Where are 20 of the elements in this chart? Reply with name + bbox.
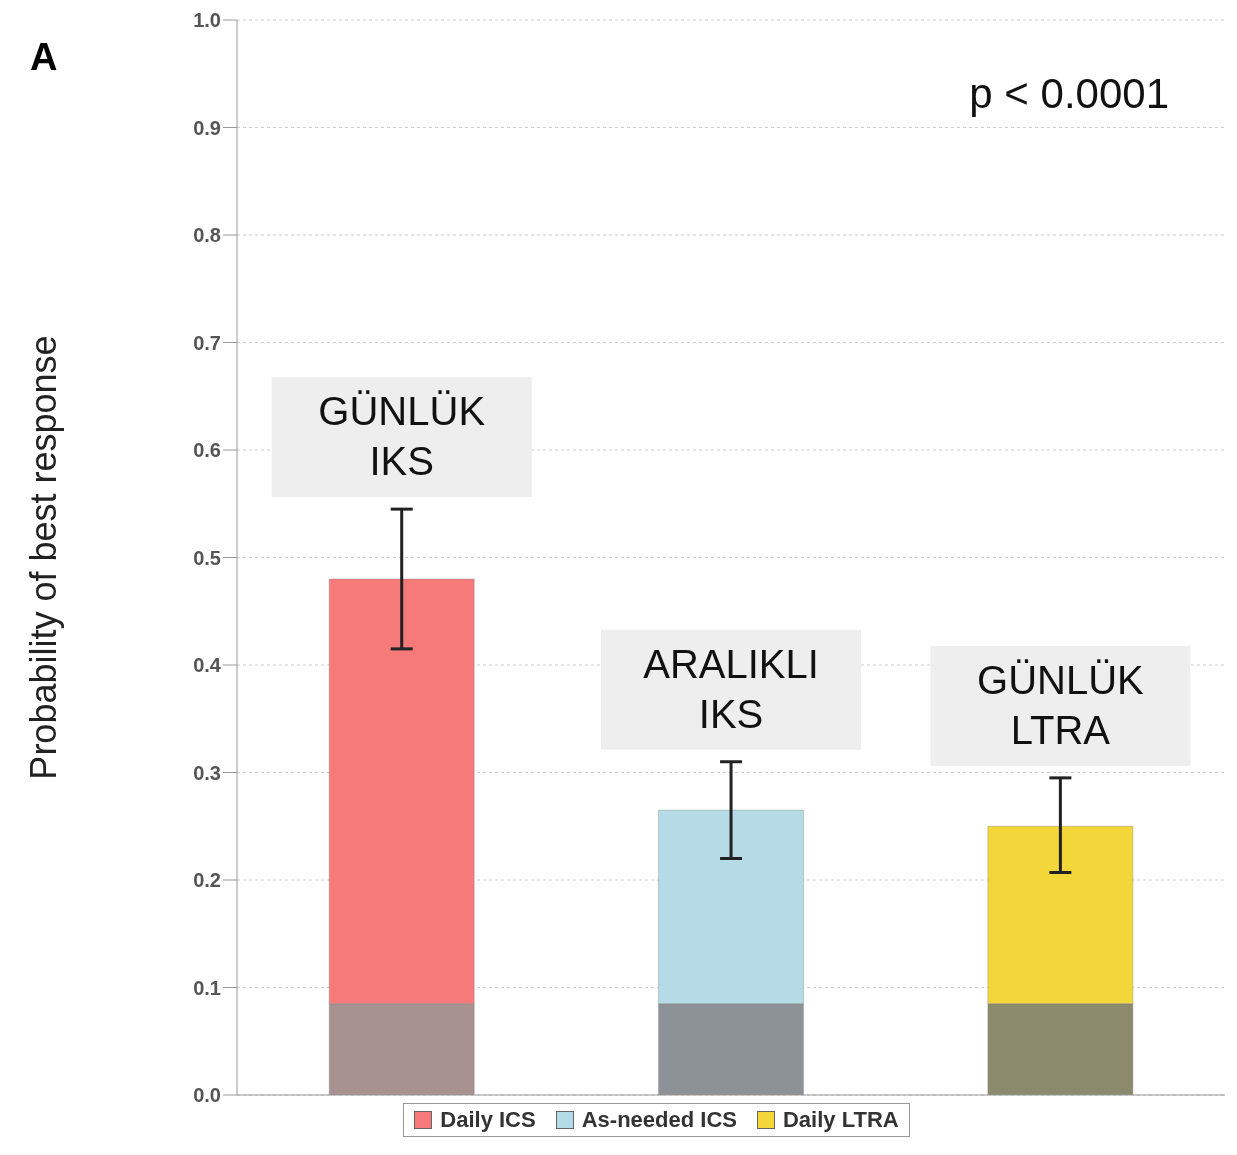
annotation: GÜNLÜK IKS — [318, 389, 486, 484]
y-tick-label: 0.2 — [193, 869, 221, 892]
y-tick-label: 0.0 — [193, 1084, 221, 1107]
annotation: p < 0.0001 — [969, 70, 1169, 118]
y-tick-label: 0.9 — [193, 116, 221, 139]
annotation: ARALIKLI IKS — [643, 641, 819, 736]
legend-label: As-needed ICS — [580, 1107, 737, 1133]
annotation: GÜNLÜK LTRA — [977, 657, 1145, 752]
y-tick-label: 1.0 — [193, 9, 221, 32]
y-tick-label: 0.3 — [193, 761, 221, 784]
y-tick-label: 0.7 — [193, 331, 221, 354]
y-tick-label: 0.6 — [193, 439, 221, 462]
y-axis-title: Probability of best response — [22, 335, 64, 780]
chart-title: A — [30, 36, 58, 79]
y-tick-label: 0.5 — [193, 546, 221, 569]
y-tick-label: 0.4 — [193, 654, 222, 677]
y-tick-label: 0.8 — [193, 224, 221, 247]
legend-label: Daily ICS — [439, 1107, 536, 1133]
y-tick-label: 0.1 — [193, 976, 221, 999]
legend-label: Daily LTRA — [781, 1107, 899, 1133]
